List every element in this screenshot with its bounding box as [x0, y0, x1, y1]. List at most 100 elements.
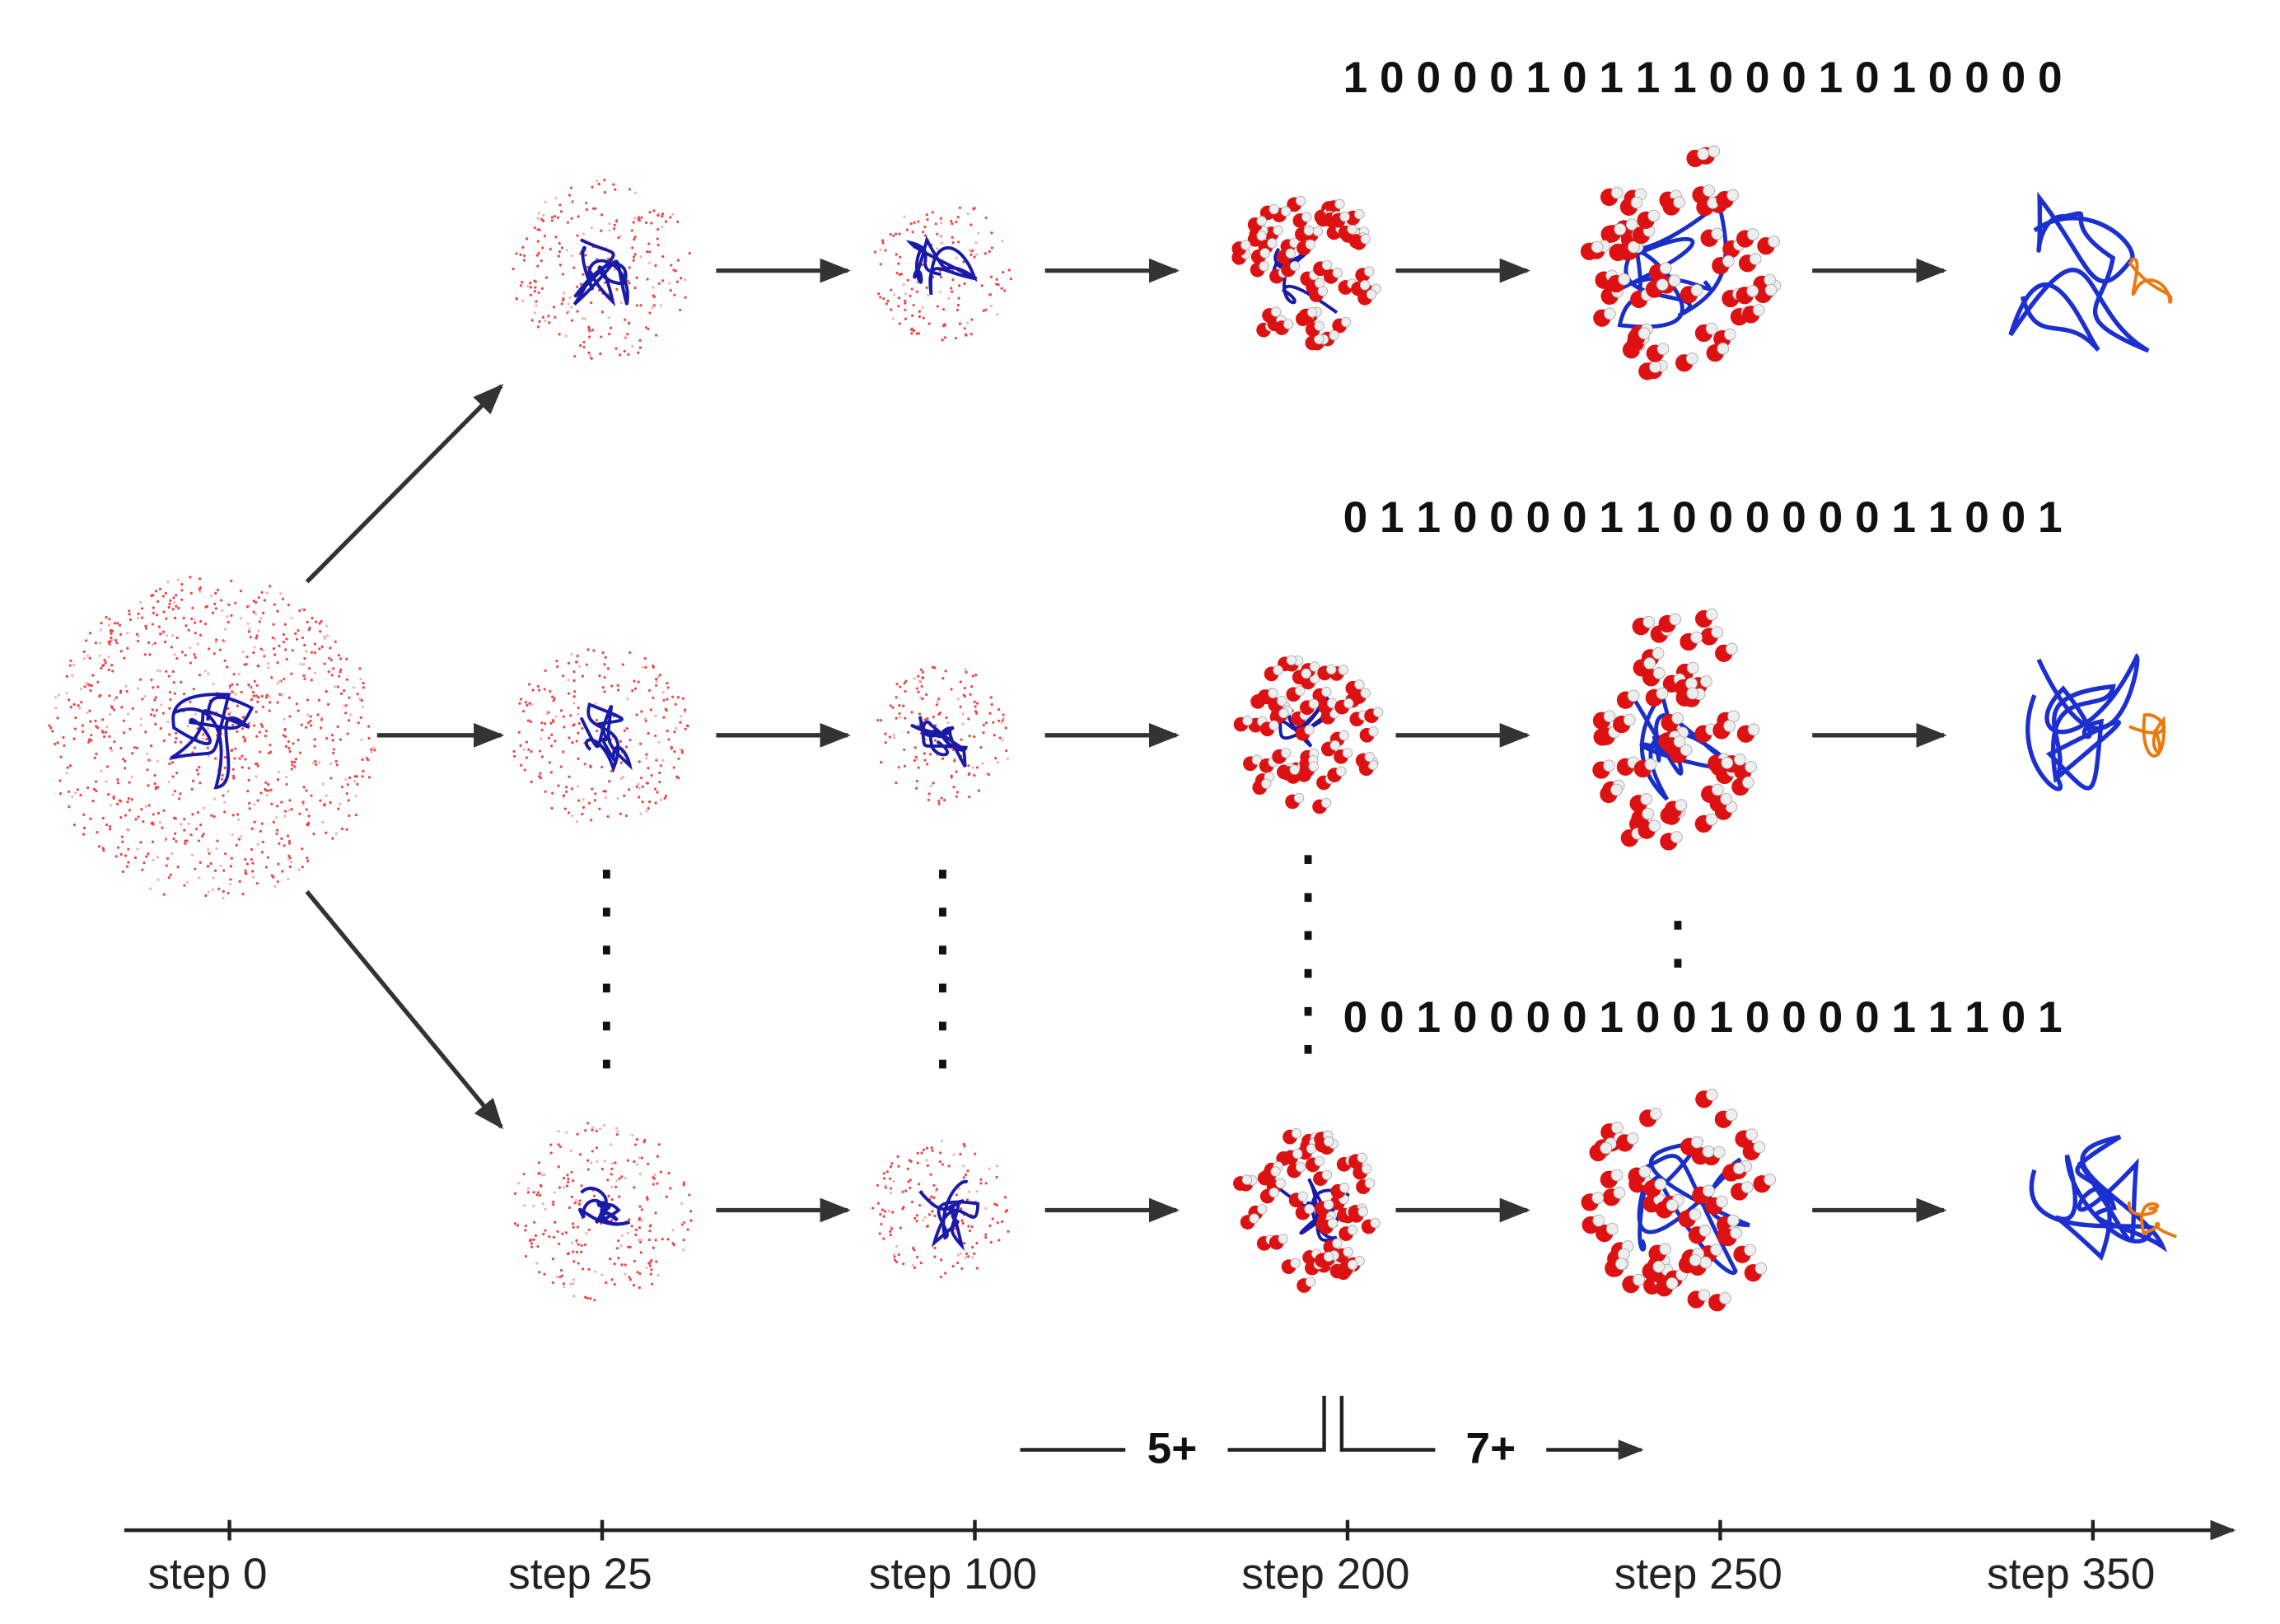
water-dot [928, 753, 932, 756]
water-dot [665, 1195, 668, 1198]
water-dot [541, 246, 544, 250]
water-dot [303, 656, 306, 660]
water-dot [237, 838, 241, 841]
water-dot [261, 611, 265, 614]
water-dot [993, 734, 996, 737]
water-dot [964, 668, 967, 671]
water-dot [917, 332, 921, 335]
hydrogen [1270, 1166, 1281, 1177]
water-dot [320, 619, 323, 623]
water-dot [610, 1167, 614, 1170]
water-dot [523, 768, 526, 772]
water-dot [329, 762, 333, 766]
water-dot [530, 702, 534, 707]
water-dot [352, 686, 356, 689]
hydrogen [1321, 686, 1332, 698]
water-dot [94, 780, 98, 783]
water-dot [644, 719, 647, 723]
water-dot [573, 1202, 577, 1205]
water-dot [550, 216, 554, 219]
water-dot [312, 833, 315, 836]
hydrogen [1711, 626, 1724, 638]
water-dot [96, 726, 100, 730]
solvent-molecules [1592, 608, 1760, 851]
water-dot [943, 799, 946, 802]
water-dot [956, 698, 960, 701]
water-dot [513, 754, 516, 758]
dot [602, 1021, 610, 1031]
water-dot [581, 812, 584, 816]
water-dot [565, 790, 568, 793]
water-dot [591, 1128, 594, 1132]
water-dot [191, 813, 194, 816]
hydrogen [1656, 278, 1669, 292]
water-dot [590, 819, 593, 822]
water-dot [211, 611, 215, 614]
water-dot [913, 746, 917, 749]
protein-ribbon [2008, 191, 2150, 353]
water-dot [882, 1172, 885, 1175]
water-dot [582, 1267, 585, 1271]
water-dot [932, 716, 935, 719]
water-dot [577, 731, 580, 735]
water-dot [603, 675, 606, 679]
water-dot [549, 744, 554, 748]
water-dot [631, 1133, 634, 1137]
water-dot [952, 1153, 955, 1156]
water-dot [586, 648, 590, 651]
water-dot [895, 232, 898, 236]
water-dot [344, 777, 348, 781]
water-dot [288, 865, 292, 869]
water-dot [951, 1264, 955, 1268]
water-dot [306, 823, 309, 826]
water-dot [171, 633, 175, 637]
water-dot [615, 219, 619, 222]
water-dot [584, 1295, 587, 1299]
water-dot [536, 1244, 540, 1248]
water-dot [301, 847, 304, 851]
water-dot [126, 800, 129, 804]
ribbon-path [2128, 713, 2166, 758]
hydrogen [1347, 1225, 1358, 1235]
water-dot [171, 608, 175, 611]
water-dot [923, 234, 927, 237]
sequence: 0 0 1 0 0 0 0 1 0 0 1 0 0 0 0 1 1 1 0 1 [1343, 993, 2063, 1042]
water-dot [517, 1182, 521, 1185]
hydrogen [1332, 1238, 1343, 1249]
water-dot [564, 334, 568, 338]
water-dot [247, 683, 250, 687]
water-dot [655, 758, 658, 762]
hydrogen [1615, 1258, 1628, 1271]
water-dot [147, 641, 151, 644]
hydrogen [1630, 196, 1643, 209]
water-dot [175, 656, 179, 660]
water-dot [556, 1230, 559, 1234]
hydrogen [1295, 685, 1306, 696]
water-dot [920, 1151, 923, 1155]
water-dot [340, 827, 344, 831]
water-dot [285, 782, 288, 786]
water-dot [626, 279, 629, 282]
water-dot [111, 629, 114, 632]
water-dot [576, 1201, 580, 1205]
water-dot [239, 835, 243, 838]
hydrogen [1364, 751, 1375, 763]
hydrogen [1690, 631, 1703, 644]
water-dot [538, 1193, 542, 1197]
water-dot [583, 1243, 587, 1247]
dot [939, 1021, 946, 1031]
water-dot [234, 693, 237, 696]
water-dot [956, 303, 960, 307]
water-dot [628, 266, 631, 269]
water-dot [939, 1151, 942, 1155]
water-dot [892, 1179, 895, 1183]
water-dot [997, 707, 1001, 712]
water-dot [128, 609, 131, 613]
water-dot [910, 287, 913, 291]
hydrogen [1700, 675, 1712, 688]
water-dot [897, 1253, 900, 1257]
water-dot [643, 717, 647, 721]
water-dot [82, 657, 86, 660]
water-dot [608, 222, 611, 226]
water-dot [222, 889, 225, 894]
